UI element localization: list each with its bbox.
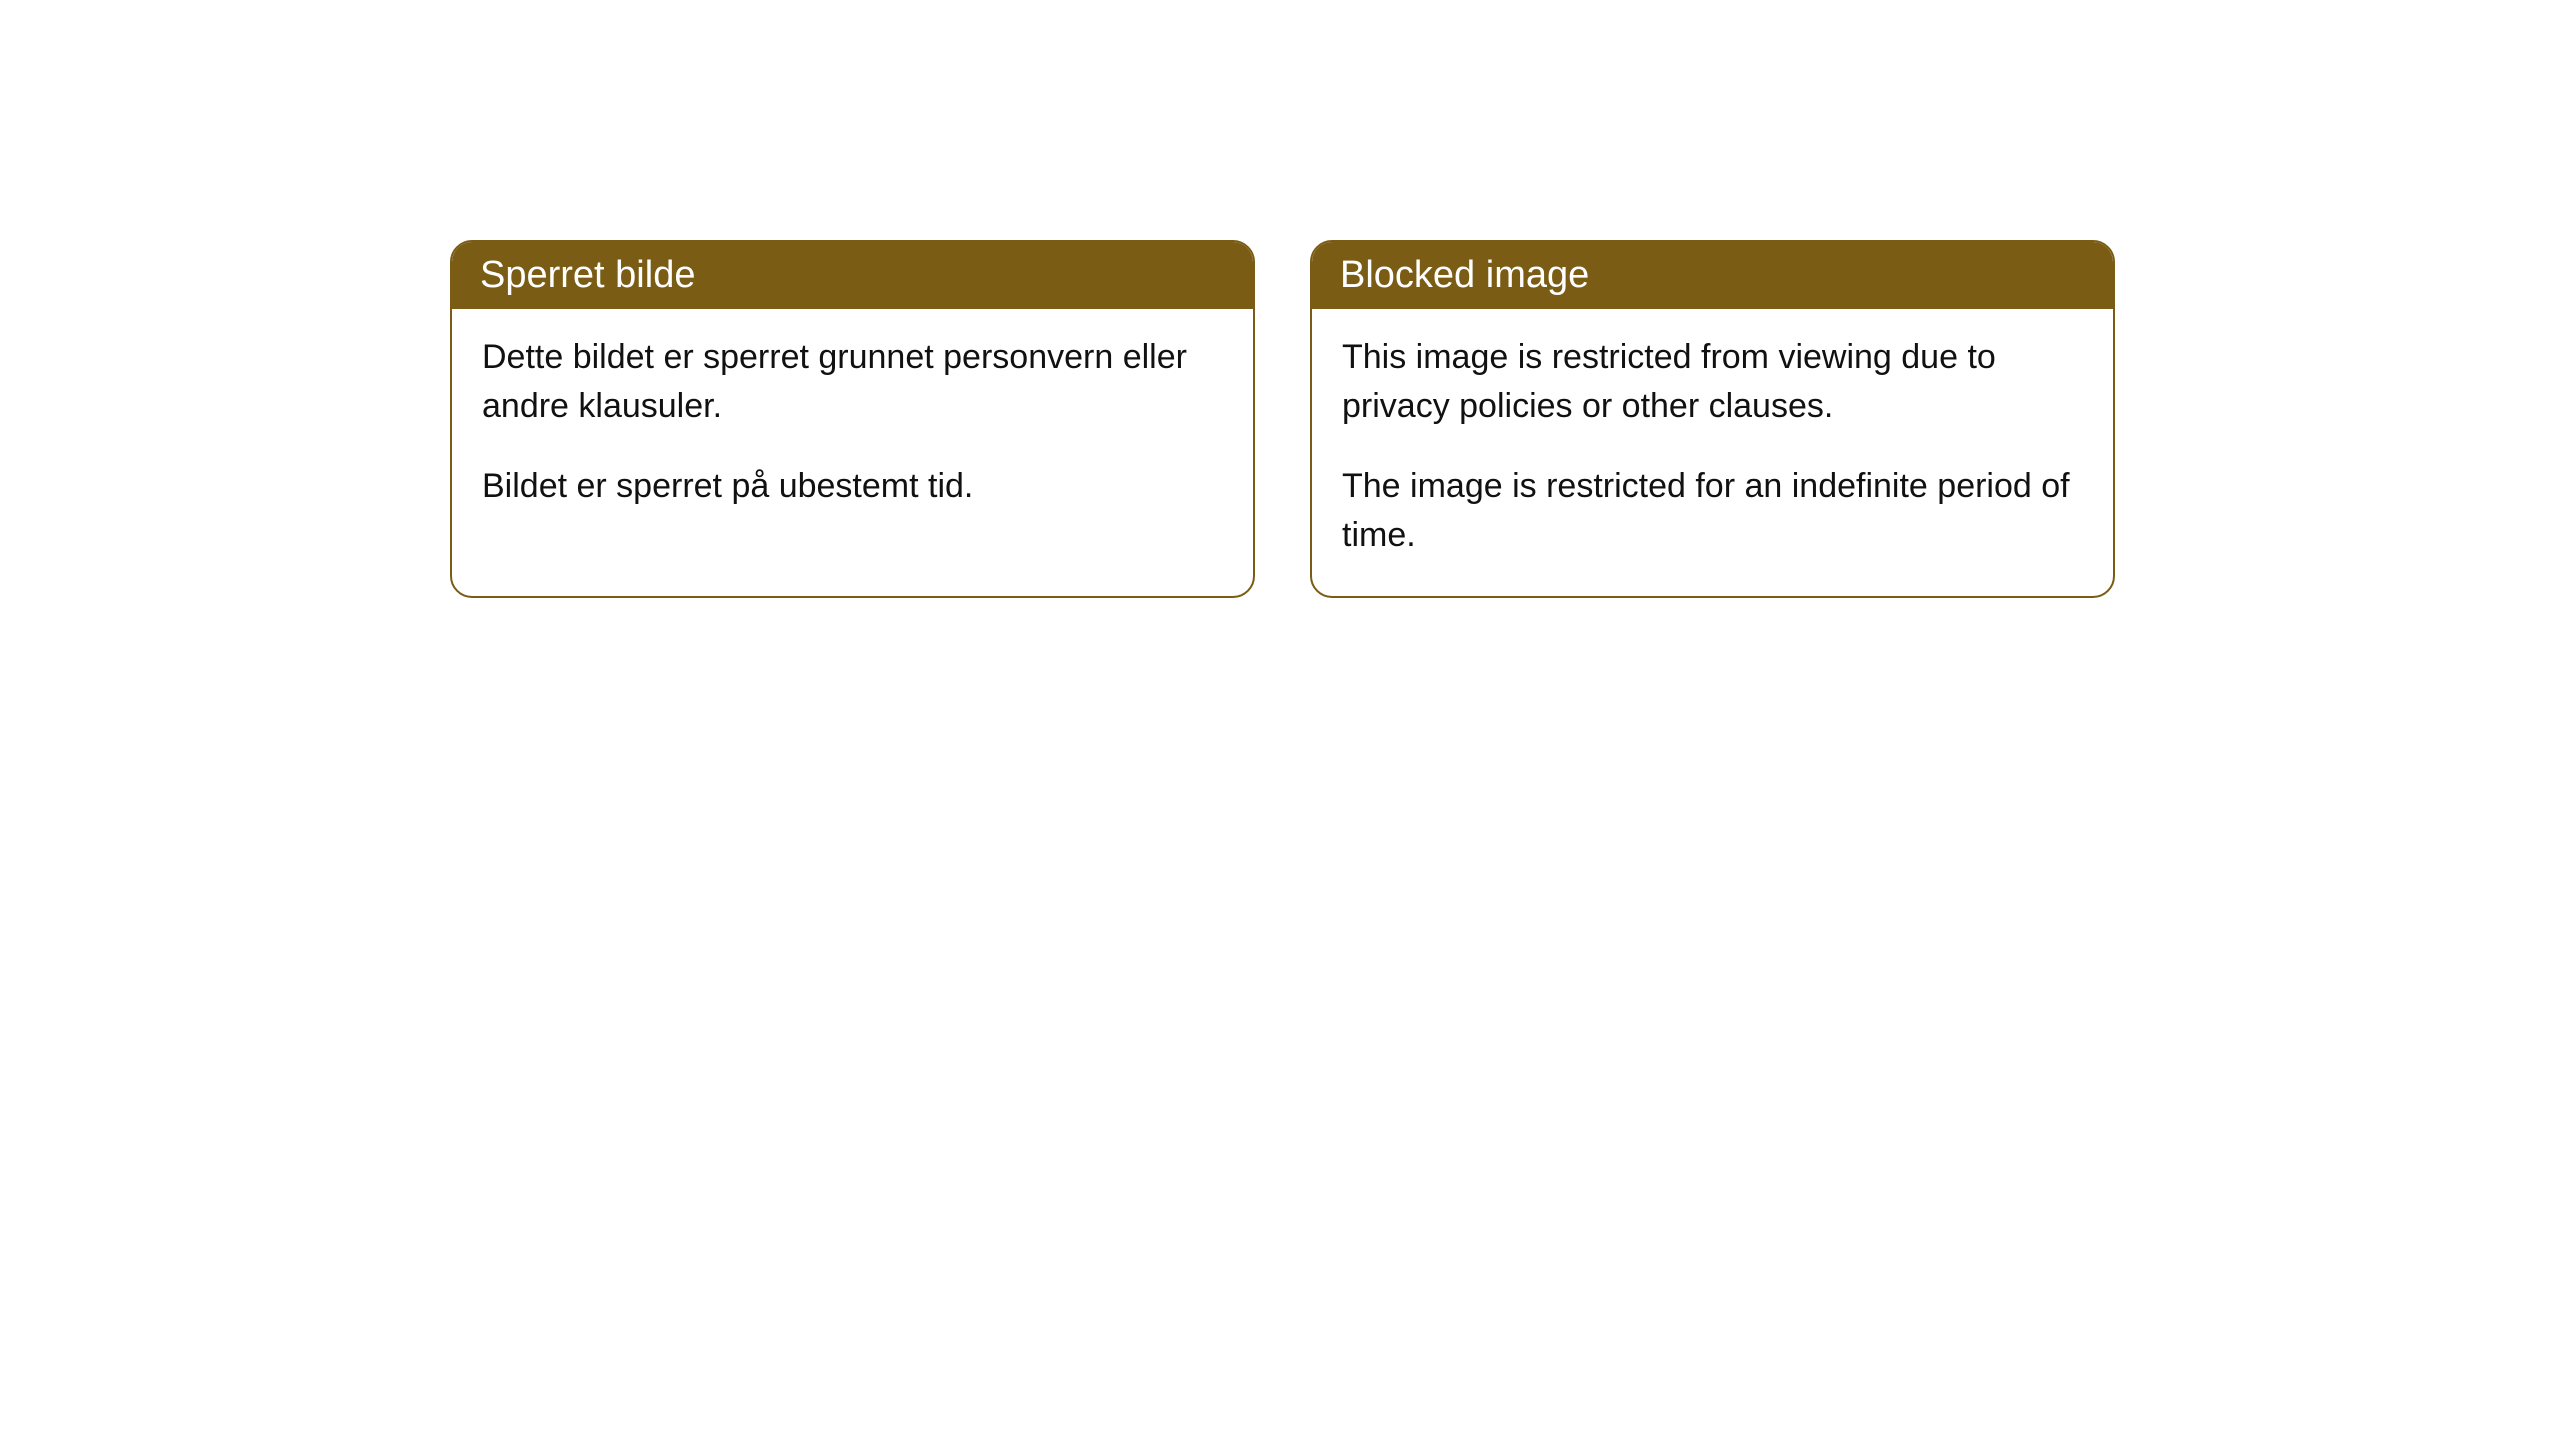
card-paragraph-1-en: This image is restricted from viewing du… (1342, 333, 2083, 432)
card-paragraph-2-en: The image is restricted for an indefinit… (1342, 462, 2083, 561)
card-paragraph-2-no: Bildet er sperret på ubestemt tid. (482, 462, 1223, 511)
blocked-image-card-en: Blocked image This image is restricted f… (1310, 240, 2115, 598)
blocked-image-card-no: Sperret bilde Dette bildet er sperret gr… (450, 240, 1255, 598)
card-header-no: Sperret bilde (452, 242, 1253, 309)
card-body-no: Dette bildet er sperret grunnet personve… (452, 309, 1253, 547)
card-header-en: Blocked image (1312, 242, 2113, 309)
cards-container: Sperret bilde Dette bildet er sperret gr… (0, 0, 2560, 598)
card-paragraph-1-no: Dette bildet er sperret grunnet personve… (482, 333, 1223, 432)
card-body-en: This image is restricted from viewing du… (1312, 309, 2113, 596)
